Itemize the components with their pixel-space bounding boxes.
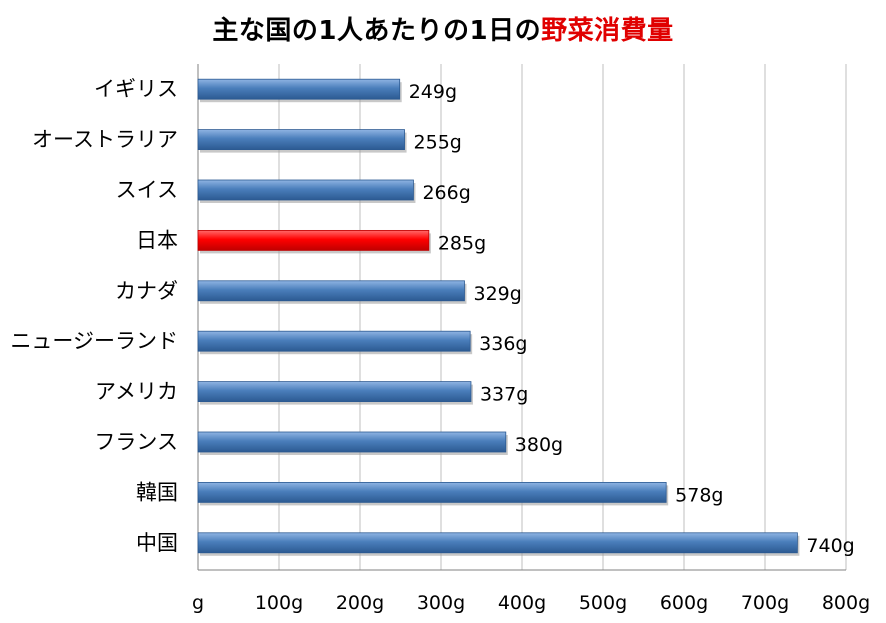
- value-label: 578g: [675, 484, 723, 506]
- value-label: 740g: [806, 535, 854, 557]
- x-tick-label: 500g: [579, 592, 627, 614]
- bar: [197, 179, 414, 201]
- bar: [197, 381, 472, 403]
- x-tick-label: 800g: [822, 592, 870, 614]
- x-tick-label: g: [192, 592, 204, 614]
- category-label: 中国: [136, 531, 178, 555]
- value-label: 337g: [480, 384, 528, 406]
- x-tick-label: 600g: [660, 592, 708, 614]
- x-tick-label: 100g: [255, 592, 303, 614]
- value-label: 249g: [409, 81, 457, 103]
- x-tick-label: 400g: [498, 592, 546, 614]
- category-label: フランス: [94, 430, 178, 454]
- x-tick-label: 200g: [336, 592, 384, 614]
- category-label: カナダ: [115, 279, 178, 303]
- value-label: 380g: [515, 434, 563, 456]
- x-tick-label: 700g: [741, 592, 789, 614]
- category-label: ニュージーランド: [10, 329, 178, 353]
- value-label: 255g: [414, 132, 462, 154]
- value-label: 336g: [479, 333, 527, 355]
- bar: [197, 280, 465, 302]
- category-label: アメリカ: [95, 380, 178, 404]
- chart-title-main: 主な国の1人あたりの1日の: [212, 16, 542, 46]
- category-label: 韓国: [136, 480, 178, 504]
- chart-title: 主な国の1人あたりの1日の野菜消費量: [0, 10, 886, 47]
- bar: [197, 481, 667, 503]
- x-tick-label: 300g: [417, 592, 465, 614]
- chart-title-highlight: 野菜消費量: [541, 16, 674, 46]
- value-label: 266g: [422, 182, 470, 204]
- bar-highlighted: [197, 229, 430, 251]
- bar: [197, 330, 471, 352]
- value-label: 285g: [438, 232, 486, 254]
- category-label: イギリス: [94, 77, 178, 101]
- category-label: オーストラリア: [32, 128, 178, 152]
- value-label: 329g: [473, 283, 521, 305]
- category-label: スイス: [116, 178, 178, 202]
- bar: [197, 532, 798, 554]
- bar: [197, 78, 401, 100]
- bar: [197, 129, 405, 151]
- category-label: 日本: [136, 228, 178, 252]
- bar: [197, 431, 507, 453]
